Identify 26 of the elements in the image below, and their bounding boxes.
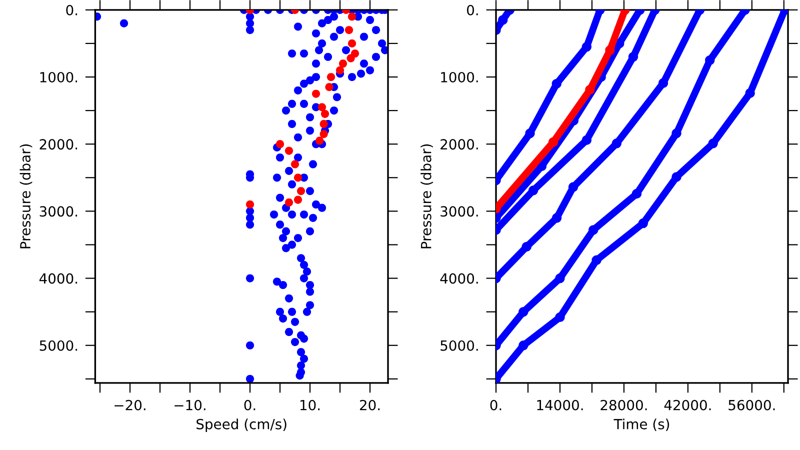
x-tick-label: 0. (490, 400, 502, 410)
y-tick-label: 0. (66, 4, 78, 16)
x-tick-label: 28000. (600, 400, 647, 410)
x-tick-label: 10. (300, 400, 320, 410)
y-tick-label: 2000. (40, 139, 78, 150)
x-tick-label: 20. (360, 400, 380, 410)
x-tick-label: −20. (114, 400, 146, 410)
y-tick-label: 5000. (40, 340, 78, 351)
y-tick-label: 2000. (440, 139, 478, 150)
x-axis-title: Time (s) (614, 418, 670, 431)
y-tick-label: 0. (467, 4, 478, 16)
x-axis-title: Speed (cm/s) (196, 418, 286, 432)
x-tick-label: 0. (244, 400, 256, 410)
y-tick-label: 1000. (441, 72, 478, 82)
y-axis-title: Pressure (dbar) (420, 144, 433, 248)
x-tick-label: 14000. (537, 400, 583, 410)
y-tick-label: 4000. (39, 273, 78, 284)
y-tick-label: 4000. (440, 273, 478, 284)
y-axis-title: Pressure (dbar) (20, 144, 32, 248)
y-tick-label: 5000. (440, 340, 478, 351)
y-tick-label: 3000. (40, 206, 78, 217)
x-tick-label: 42000. (664, 400, 711, 410)
y-tick-label: 3000. (440, 206, 478, 217)
x-tick-label: 56000. (728, 400, 775, 410)
x-tick-label: −10. (174, 400, 206, 410)
y-tick-label: 1000. (40, 72, 78, 82)
